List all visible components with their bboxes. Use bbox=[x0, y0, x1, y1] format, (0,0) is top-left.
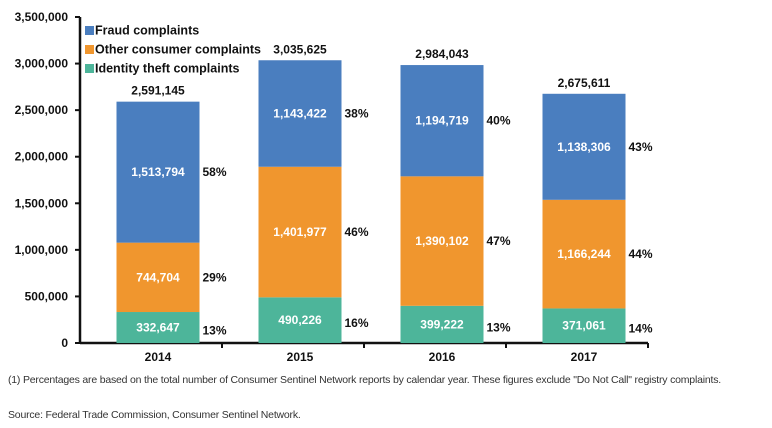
x-tick-label: 2016 bbox=[429, 350, 456, 364]
legend-swatch bbox=[85, 64, 94, 73]
y-tick-label: 1,500,000 bbox=[15, 196, 69, 210]
percent-label: 14% bbox=[629, 322, 653, 336]
bar-segment bbox=[116, 242, 200, 313]
bar-segment bbox=[542, 308, 626, 343]
percent-label: 38% bbox=[345, 107, 369, 121]
percent-label: 16% bbox=[345, 316, 369, 330]
x-tick-label: 2015 bbox=[287, 350, 314, 364]
segment-value-label: 1,143,422 bbox=[273, 107, 327, 121]
percent-label: 29% bbox=[203, 270, 227, 284]
bar-segment bbox=[116, 312, 200, 343]
legend-swatch bbox=[85, 45, 94, 54]
x-tick-label: 2014 bbox=[145, 350, 172, 364]
y-tick-label: 0 bbox=[61, 336, 68, 350]
footnote: (1) Percentages are based on the total n… bbox=[8, 374, 721, 386]
bar-segment bbox=[542, 93, 626, 200]
segment-value-label: 1,194,719 bbox=[415, 114, 469, 128]
total-label: 2,984,043 bbox=[415, 47, 469, 61]
source-note: Source: Federal Trade Commission, Consum… bbox=[8, 409, 301, 421]
bar-segment bbox=[258, 166, 342, 298]
segment-value-label: 1,390,102 bbox=[415, 234, 469, 248]
bar-segment bbox=[400, 176, 484, 306]
y-tick-label: 2,500,000 bbox=[15, 103, 69, 117]
bar-segment bbox=[116, 101, 200, 243]
x-tick-label: 2017 bbox=[571, 350, 598, 364]
segment-value-label: 490,226 bbox=[278, 313, 322, 327]
percent-label: 43% bbox=[629, 140, 653, 154]
legend-swatch bbox=[85, 26, 94, 35]
segment-value-label: 1,138,306 bbox=[557, 140, 611, 154]
segment-value-label: 371,061 bbox=[562, 319, 606, 333]
bar-segment bbox=[400, 65, 484, 177]
total-label: 3,035,625 bbox=[273, 42, 327, 56]
total-label: 2,591,145 bbox=[131, 84, 185, 98]
segment-value-label: 1,166,244 bbox=[557, 247, 611, 261]
y-tick-label: 3,000,000 bbox=[15, 57, 69, 71]
percent-label: 44% bbox=[629, 247, 653, 261]
percent-label: 13% bbox=[203, 324, 227, 338]
y-tick-label: 1,000,000 bbox=[15, 243, 69, 257]
percent-label: 47% bbox=[487, 234, 511, 248]
y-tick-label: 3,500,000 bbox=[15, 10, 69, 24]
y-tick-label: 500,000 bbox=[25, 289, 69, 303]
legend-entry: Identity theft complaints bbox=[95, 62, 240, 76]
percent-label: 58% bbox=[203, 165, 227, 179]
percent-label: 46% bbox=[345, 225, 369, 239]
segment-value-label: 332,647 bbox=[136, 321, 180, 335]
percent-label: 13% bbox=[487, 320, 511, 334]
percent-label: 40% bbox=[487, 114, 511, 128]
stacked-bar-chart: 0 500,000 1,000,000 1,500,000 2,000,000 2,500… bbox=[15, 10, 653, 364]
segment-value-label: 399,222 bbox=[420, 317, 464, 331]
legend-entry: Fraud complaints bbox=[95, 24, 199, 38]
total-label: 2,675,611 bbox=[558, 76, 611, 90]
bar-segment bbox=[542, 199, 626, 309]
y-tick-label: 2,000,000 bbox=[15, 150, 69, 164]
segment-value-label: 1,513,794 bbox=[131, 165, 185, 179]
segment-value-label: 744,704 bbox=[136, 270, 180, 284]
bar-segment bbox=[258, 60, 342, 167]
bar-segment bbox=[258, 297, 342, 343]
legend-entry: Other consumer complaints bbox=[95, 43, 261, 57]
bar-segment bbox=[400, 305, 484, 343]
segment-value-label: 1,401,977 bbox=[273, 225, 327, 239]
